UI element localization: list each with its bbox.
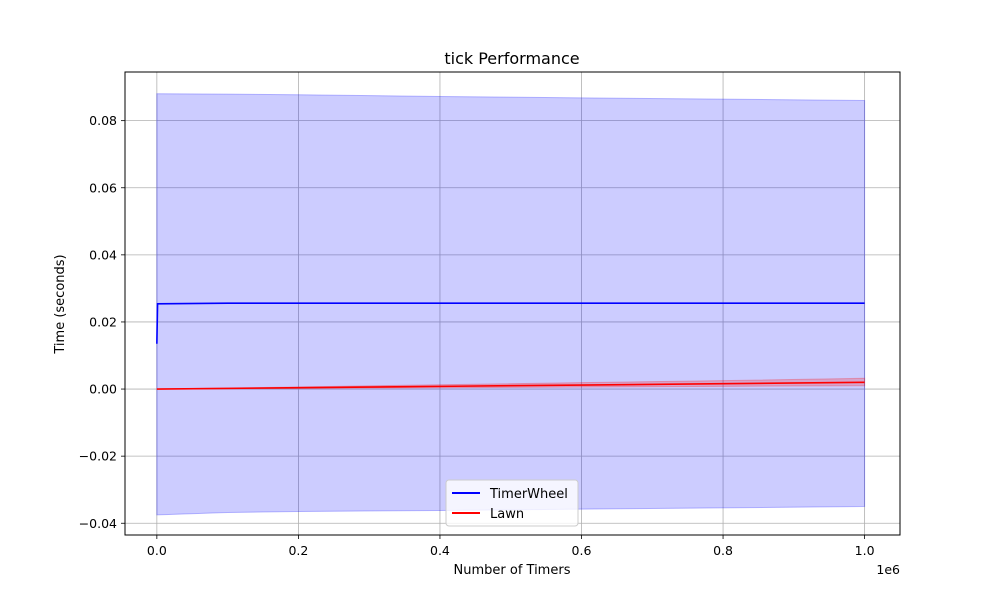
legend-box	[445, 479, 579, 527]
y-axis-ticks: −0.04 −0.02 0.00 0.02 0.04 0.06 0.08	[79, 113, 125, 531]
legend-label-timerwheel: TimerWheel	[489, 487, 568, 502]
x-axis-label: Number of Timers	[454, 563, 571, 578]
y-tick-label: 0.08	[89, 113, 117, 128]
y-tick-label: 0.06	[89, 180, 117, 195]
x-tick-label: 0.2	[288, 543, 308, 558]
line-lawn	[156, 381, 865, 390]
series-lines	[156, 302, 865, 390]
y-tick-label: −0.02	[79, 449, 117, 464]
x-tick-label: 0.0	[147, 543, 167, 558]
x-tick-label: 0.4	[430, 543, 450, 558]
x-tick-label: 1.0	[855, 543, 875, 558]
y-tick-label: −0.04	[79, 516, 117, 531]
y-tick-label: 0.02	[89, 314, 117, 329]
confidence-bands	[156, 93, 866, 516]
plot-frame	[124, 71, 901, 536]
x-axis-ticks: 0.0 0.2 0.4 0.6 0.8 1.0	[147, 535, 875, 558]
x-tick-label: 0.8	[713, 543, 733, 558]
band-lawn	[156, 377, 866, 390]
y-tick-label: 0.04	[89, 247, 117, 262]
x-tick-label: 0.6	[572, 543, 592, 558]
legend-label-lawn: Lawn	[490, 507, 524, 522]
line-timerwheel	[156, 302, 865, 344]
x-offset-label: 1e6	[876, 562, 900, 577]
y-tick-label: 0.00	[89, 382, 117, 397]
band-timerwheel	[156, 93, 866, 516]
chart-title: tick Performance	[444, 49, 579, 68]
y-axis-label: Time (seconds)	[53, 254, 68, 354]
legend: TimerWheel Lawn	[445, 479, 579, 527]
